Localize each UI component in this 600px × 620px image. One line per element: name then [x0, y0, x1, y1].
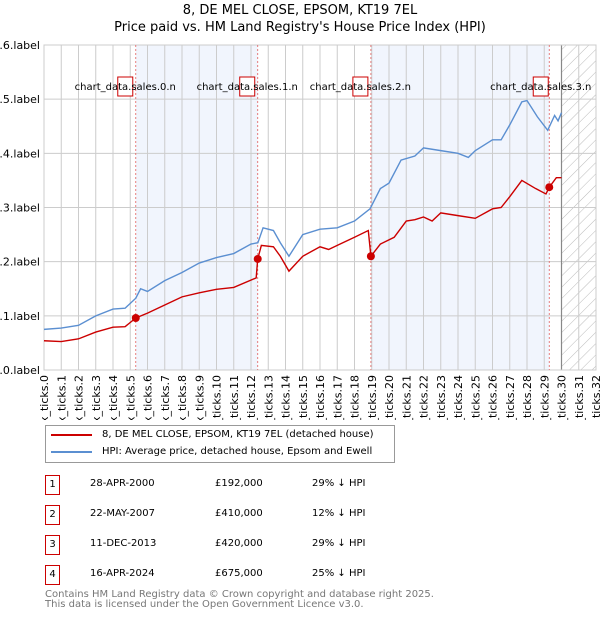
2027: chart_data.x_ticks.32 — [590, 375, 600, 420]
sale-marker-badge: 3 — [45, 535, 60, 555]
2016: chart_data.x_ticks.21 — [400, 375, 413, 420]
sale-label-box — [117, 76, 134, 97]
sale-price: £410,000 — [215, 508, 263, 519]
2020: chart_data.x_ticks.25 — [469, 375, 482, 420]
sale-label-box — [532, 76, 549, 97]
hpi-line — [43, 99, 563, 331]
sale-price: £192,000 — [215, 478, 263, 489]
2021: chart_data.x_ticks.26 — [487, 375, 500, 420]
2006: chart_data.x_ticks.11 — [228, 375, 241, 420]
2001: chart_data.x_ticks.6 — [142, 375, 155, 420]
sale-row: 1 28-APR-2000 £192,000 29% ↓ HPI — [45, 475, 405, 495]
sale-price: £675,000 — [215, 568, 263, 579]
£1M: chart_data.y_ticks.5.label — [0, 93, 40, 106]
price-paid-line — [43, 177, 562, 343]
sale-point — [131, 314, 140, 322]
2024: chart_data.x_ticks.29 — [538, 375, 551, 420]
sale-date: 11-DEC-2013 — [90, 538, 157, 549]
2007: chart_data.x_ticks.12 — [245, 375, 258, 420]
sale-date: 16-APR-2024 — [90, 568, 155, 579]
sale-date: 22-MAY-2007 — [90, 508, 156, 519]
2017: chart_data.x_ticks.22 — [418, 375, 431, 420]
sale-hpi-diff: 29% ↓ HPI — [312, 478, 366, 489]
2019: chart_data.x_ticks.24 — [452, 375, 465, 420]
chart-subtitle: Price paid vs. HM Land Registry's House … — [114, 20, 486, 35]
legend-label-hpi: HPI: Average price, detached house, Epso… — [102, 446, 373, 457]
plot-border — [43, 44, 597, 371]
sale-price: £420,000 — [215, 538, 263, 549]
1995: chart_data.x_ticks.0 — [38, 375, 51, 420]
2008: chart_data.x_ticks.13 — [262, 375, 275, 420]
2015: chart_data.x_ticks.20 — [383, 375, 396, 420]
sale-hpi-diff: 25% ↓ HPI — [312, 568, 366, 579]
2000: chart_data.x_ticks.5 — [124, 375, 137, 420]
1999: chart_data.x_ticks.4 — [107, 375, 120, 420]
2014: chart_data.x_ticks.19 — [366, 375, 379, 420]
footer: Contains HM Land Registry data © Crown c… — [45, 590, 434, 610]
2011: chart_data.x_ticks.16 — [314, 375, 327, 420]
2003: chart_data.x_ticks.8 — [176, 375, 189, 420]
legend: 8, DE MEL CLOSE, EPSOM, KT19 7EL (detach… — [45, 425, 395, 463]
sale-point — [253, 254, 262, 263]
footer-copyright: Contains HM Land Registry data © Crown c… — [45, 589, 434, 600]
1: chart_data.sales.0.n — [75, 82, 176, 93]
sale-date: 28-APR-2000 — [90, 478, 155, 489]
1997: chart_data.x_ticks.2 — [73, 375, 86, 420]
sale-point — [545, 183, 554, 192]
£800K: chart_data.y_ticks.4.label — [0, 147, 40, 160]
3: chart_data.sales.2.n — [310, 82, 411, 93]
legend-swatch-property — [51, 433, 92, 436]
sale-marker-badge: 1 — [45, 475, 60, 495]
2010: chart_data.x_ticks.15 — [297, 375, 310, 420]
sale-point — [366, 252, 375, 261]
sale-label-box — [352, 76, 369, 97]
2023: chart_data.x_ticks.28 — [521, 375, 534, 420]
footer-licence: This data is licensed under the Open Gov… — [45, 599, 364, 610]
2004: chart_data.x_ticks.9 — [193, 375, 206, 420]
£400K: chart_data.y_ticks.2.label — [0, 256, 40, 269]
1998: chart_data.x_ticks.3 — [90, 375, 103, 420]
4: chart_data.sales.3.n — [490, 82, 591, 93]
sale-row: 3 11-DEC-2013 £420,000 29% ↓ HPI — [45, 535, 405, 555]
2: chart_data.sales.1.n — [197, 82, 298, 93]
£0: chart_data.y_ticks.0.label — [0, 364, 40, 377]
2005: chart_data.x_ticks.10 — [211, 375, 224, 420]
£600K: chart_data.y_ticks.3.label — [0, 202, 40, 215]
2013: chart_data.x_ticks.18 — [349, 375, 362, 420]
2025: chart_data.x_ticks.30 — [556, 375, 569, 420]
sale-marker-badge: 2 — [45, 505, 60, 525]
2018: chart_data.x_ticks.23 — [435, 375, 448, 420]
2026: chart_data.x_ticks.31 — [573, 375, 586, 420]
1996: chart_data.x_ticks.1 — [55, 375, 68, 420]
chart-title: 8, DE MEL CLOSE, EPSOM, KT19 7EL — [182, 3, 418, 18]
2012: chart_data.x_ticks.17 — [331, 375, 344, 420]
£1.2M: chart_data.y_ticks.6.label — [0, 39, 40, 52]
sale-hpi-diff: 29% ↓ HPI — [312, 538, 366, 549]
£200K: chart_data.y_ticks.1.label — [0, 310, 40, 323]
sale-row: 2 22-MAY-2007 £410,000 12% ↓ HPI — [45, 505, 405, 525]
legend-swatch-hpi — [51, 450, 92, 453]
2022: chart_data.x_ticks.27 — [504, 375, 517, 420]
2002: chart_data.x_ticks.7 — [159, 375, 172, 420]
sale-marker-badge: 4 — [45, 565, 60, 585]
sale-hpi-diff: 12% ↓ HPI — [312, 508, 366, 519]
2009: chart_data.x_ticks.14 — [280, 375, 293, 420]
legend-label-property: 8, DE MEL CLOSE, EPSOM, KT19 7EL (detach… — [102, 429, 374, 440]
price-chart: chart_data.x_ticks.0 chart_data.x_ticks.1… — [0, 39, 600, 420]
sale-label-box — [239, 76, 256, 97]
sale-row: 4 16-APR-2024 £675,000 25% ↓ HPI — [45, 565, 405, 585]
